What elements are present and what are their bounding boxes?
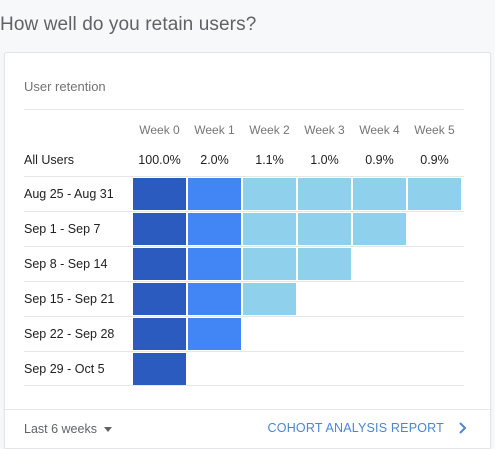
all-users-label: All Users (24, 153, 75, 167)
cohort-analysis-report-link[interactable]: COHORT ANALYSIS REPORT (268, 421, 468, 435)
date-range-label: Last 6 weeks (24, 422, 97, 436)
cohort-row: Sep 29 - Oct 5 (24, 351, 464, 386)
cohort-row: Sep 1 - Sep 7 (24, 211, 464, 246)
cohort-row: Sep 22 - Sep 28 (24, 316, 464, 351)
retention-cell[interactable] (353, 178, 406, 210)
retention-cell[interactable] (188, 318, 241, 350)
week-label: Week 4 (359, 123, 400, 137)
cohort-row: Sep 15 - Sep 21 (24, 281, 464, 316)
retention-cell[interactable] (243, 178, 296, 210)
retention-cell[interactable] (243, 283, 296, 315)
retention-cell[interactable] (243, 248, 296, 280)
card-title: User retention (24, 79, 106, 94)
retention-cell[interactable] (188, 178, 241, 210)
all-users-row: All Users 100.0% 2.0% 1.1% 1.0% 0.9% 0.9% (5, 153, 492, 171)
retention-cell[interactable] (133, 353, 186, 385)
retention-percent: 2.0% (200, 153, 229, 167)
chevron-right-icon (459, 422, 467, 434)
cohort-row: Aug 25 - Aug 31 (24, 176, 464, 211)
retention-cell[interactable] (188, 283, 241, 315)
retention-cell[interactable] (133, 283, 186, 315)
cohort-row: Sep 8 - Sep 14 (24, 246, 464, 281)
retention-percent: 100.0% (138, 153, 181, 167)
retention-cell[interactable] (298, 178, 351, 210)
retention-cell[interactable] (133, 178, 186, 210)
cohort-label: Sep 1 - Sep 7 (24, 222, 101, 236)
report-link-label: COHORT ANALYSIS REPORT (267, 421, 444, 435)
cohort-label: Aug 25 - Aug 31 (24, 187, 114, 201)
retention-percent: 0.9% (420, 153, 449, 167)
retention-cell[interactable] (133, 248, 186, 280)
cohort-label: Sep 29 - Oct 5 (24, 362, 105, 376)
week-label: Week 5 (414, 123, 455, 137)
retention-percent: 1.1% (255, 153, 284, 167)
retention-percent: 0.9% (365, 153, 394, 167)
page-heading: How well do you retain users? (0, 14, 257, 35)
week-label: Week 2 (249, 123, 290, 137)
divider (24, 109, 464, 110)
retention-cell[interactable] (188, 213, 241, 245)
retention-cell[interactable] (353, 213, 406, 245)
retention-cell[interactable] (298, 213, 351, 245)
retention-cell[interactable] (243, 213, 296, 245)
cohort-label: Sep 8 - Sep 14 (24, 257, 108, 271)
retention-cell[interactable] (133, 318, 186, 350)
retention-percent: 1.0% (310, 153, 339, 167)
cohort-label: Sep 22 - Sep 28 (24, 327, 115, 341)
caret-down-icon (103, 427, 112, 432)
retention-cell[interactable] (133, 213, 186, 245)
retention-cell[interactable] (188, 248, 241, 280)
cohort-label: Sep 15 - Sep 21 (24, 292, 115, 306)
week-header-row: Week 0 Week 1 Week 2 Week 3 Week 4 Week 5 (5, 123, 492, 137)
week-label: Week 3 (304, 123, 345, 137)
week-label: Week 0 (139, 123, 180, 137)
date-range-dropdown[interactable]: Last 6 weeks (24, 422, 112, 436)
week-label: Week 1 (194, 123, 235, 137)
retention-cell[interactable] (408, 178, 461, 210)
footer-divider (5, 409, 492, 410)
retention-cell[interactable] (298, 248, 351, 280)
